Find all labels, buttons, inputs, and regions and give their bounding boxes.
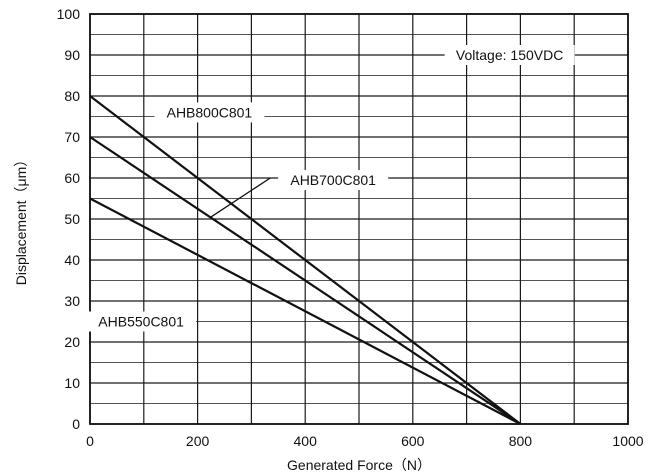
- x-tick-label: 800: [509, 433, 533, 449]
- y-tick-label: 10: [64, 375, 80, 391]
- y-tick-label: 100: [57, 6, 81, 22]
- y-tick-label: 0: [72, 416, 80, 432]
- y-axis-label: Displacement（μm）: [13, 153, 29, 286]
- label-ahb800c801: AHB800C801: [167, 104, 253, 120]
- x-tick-label: 400: [294, 433, 318, 449]
- x-tick-label: 600: [401, 433, 425, 449]
- voltage-annotation: Voltage: 150VDC: [456, 47, 563, 63]
- y-tick-label: 30: [64, 293, 80, 309]
- x-tick-label: 0: [86, 433, 94, 449]
- x-tick-label: 1000: [612, 433, 643, 449]
- label-ahb550c801: AHB550C801: [98, 314, 184, 330]
- y-tick-label: 90: [64, 47, 80, 63]
- y-tick-label: 40: [64, 252, 80, 268]
- y-tick-label: 60: [64, 170, 80, 186]
- y-tick-label: 20: [64, 334, 80, 350]
- x-axis-label: Generated Force（N）: [287, 457, 431, 473]
- x-tick-label: 200: [186, 433, 210, 449]
- y-tick-label: 70: [64, 129, 80, 145]
- annotations: Voltage: 150VDC AHB800C801 AHB700C801 AHB55…: [86, 45, 575, 332]
- grid: [90, 14, 628, 424]
- y-tick-label: 50: [64, 211, 80, 227]
- y-tick-label: 80: [64, 88, 80, 104]
- label-ahb700c801: AHB700C801: [290, 172, 376, 188]
